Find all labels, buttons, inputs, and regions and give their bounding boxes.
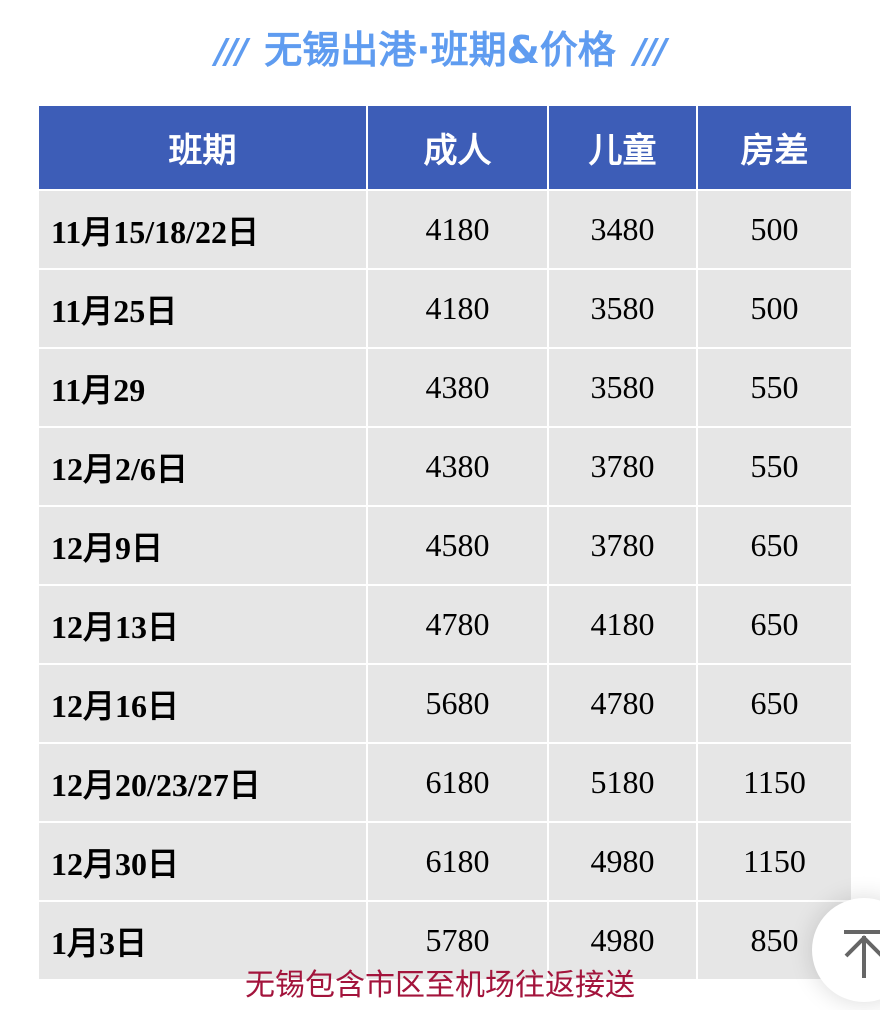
table-row: 11月25日 4180 3580 500 xyxy=(37,268,853,349)
cell-supplement: 500 xyxy=(696,189,853,270)
header-schedule: 班期 xyxy=(37,104,368,191)
cell-child: 4180 xyxy=(547,584,698,665)
table-row: 12月13日 4780 4180 650 xyxy=(37,584,853,665)
cell-adult: 6180 xyxy=(366,821,549,902)
cell-schedule: 12月2/6日 xyxy=(37,426,368,507)
table-row: 11月29 4380 3580 550 xyxy=(37,347,853,428)
cell-child: 3780 xyxy=(547,426,698,507)
cell-adult: 4180 xyxy=(366,189,549,270)
decor-slashes-right: /// xyxy=(633,32,667,72)
cell-schedule: 12月16日 xyxy=(37,663,368,744)
cell-supplement: 550 xyxy=(696,347,853,428)
cell-adult: 4380 xyxy=(366,426,549,507)
cell-child: 4980 xyxy=(547,821,698,902)
cell-supplement: 650 xyxy=(696,663,853,744)
title-text: 无锡出港·班期&价格 xyxy=(264,28,616,72)
table-header-row: 班期 成人 儿童 房差 xyxy=(37,104,853,191)
table-row: 12月30日 6180 4980 1150 xyxy=(37,821,853,902)
cell-adult: 6180 xyxy=(366,742,549,823)
cell-schedule: 12月20/23/27日 xyxy=(37,742,368,823)
price-table: 班期 成人 儿童 房差 11月15/18/22日 4180 3480 500 11月25… xyxy=(37,104,853,981)
cell-supplement: 500 xyxy=(696,268,853,349)
cell-child: 3780 xyxy=(547,505,698,586)
header-child: 儿童 xyxy=(547,104,698,191)
table-row: 11月15/18/22日 4180 3480 500 xyxy=(37,189,853,270)
cell-child: 4980 xyxy=(547,900,698,981)
cell-adult: 4580 xyxy=(366,505,549,586)
cell-schedule: 11月29 xyxy=(37,347,368,428)
header-single-supplement: 房差 xyxy=(696,104,853,191)
cell-child: 3480 xyxy=(547,189,698,270)
cell-schedule: 11月25日 xyxy=(37,268,368,349)
back-to-top-button[interactable] xyxy=(812,898,880,1002)
table-row: 12月9日 4580 3780 650 xyxy=(37,505,853,586)
footer-note: 无锡包含市区至机场往返接送 xyxy=(245,968,635,1003)
arrow-up-to-top-icon xyxy=(844,930,880,978)
cell-schedule: 12月13日 xyxy=(37,584,368,665)
cell-adult: 5780 xyxy=(366,900,549,981)
header-adult: 成人 xyxy=(366,104,549,191)
cell-supplement: 1150 xyxy=(696,742,853,823)
cell-schedule: 11月15/18/22日 xyxy=(37,189,368,270)
decor-slashes-left: /// xyxy=(214,32,248,72)
cell-supplement: 650 xyxy=(696,505,853,586)
cell-supplement: 1150 xyxy=(696,821,853,902)
cell-child: 4780 xyxy=(547,663,698,744)
cell-adult: 5680 xyxy=(366,663,549,744)
cell-supplement: 650 xyxy=(696,584,853,665)
cell-child: 5180 xyxy=(547,742,698,823)
cell-supplement: 550 xyxy=(696,426,853,507)
cell-adult: 4380 xyxy=(366,347,549,428)
table-row: 12月20/23/27日 6180 5180 1150 xyxy=(37,742,853,823)
cell-schedule: 12月9日 xyxy=(37,505,368,586)
cell-child: 3580 xyxy=(547,268,698,349)
table-row: 12月16日 5680 4780 650 xyxy=(37,663,853,744)
page-title: /// 无锡出港·班期&价格 /// xyxy=(0,22,880,80)
cell-schedule: 12月30日 xyxy=(37,821,368,902)
cell-child: 3580 xyxy=(547,347,698,428)
cell-adult: 4780 xyxy=(366,584,549,665)
cell-adult: 4180 xyxy=(366,268,549,349)
cell-schedule: 1月3日 xyxy=(37,900,368,981)
table-row: 12月2/6日 4380 3780 550 xyxy=(37,426,853,507)
